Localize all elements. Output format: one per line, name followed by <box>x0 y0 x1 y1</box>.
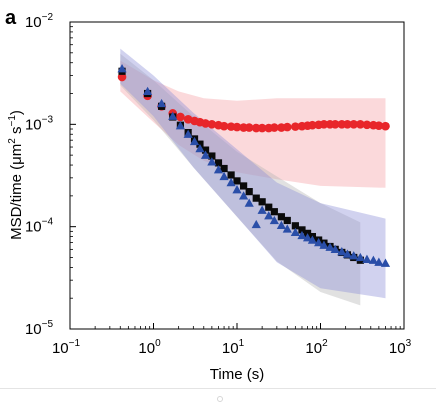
y-axis-title: MSD/time (μm2 s−1) <box>7 110 25 240</box>
circle-point <box>207 120 217 129</box>
square-point <box>227 171 235 179</box>
triangle-point <box>319 240 329 249</box>
triangle-point <box>355 252 365 262</box>
triangle-point <box>297 230 307 240</box>
square-point <box>277 213 285 221</box>
triangle-point <box>290 227 300 237</box>
triangle-point <box>314 237 324 247</box>
circle-point <box>244 123 254 132</box>
triangle-point <box>349 251 359 260</box>
triangle-point <box>168 111 178 120</box>
confidence-bands <box>120 48 386 306</box>
circle-point <box>270 123 279 132</box>
data-points <box>117 64 391 267</box>
triangle-point <box>362 254 372 263</box>
circle-point <box>356 120 365 129</box>
circle-point <box>319 120 329 129</box>
msd-chart: a 10−1 100 101 102 103 10−5 10−4 10−3 10−2 Time… <box>5 7 412 383</box>
triangle-point <box>330 244 340 254</box>
triangle-point <box>219 171 229 181</box>
square-point <box>214 159 223 167</box>
x-tick-label: 102 <box>305 338 328 357</box>
confidence-band-triangle <box>120 48 386 299</box>
triangle-point <box>307 235 318 244</box>
square-point <box>283 216 291 225</box>
circle-point <box>232 122 242 132</box>
triangle-point <box>244 198 254 207</box>
page-divider <box>0 388 436 389</box>
y-tick-label: 10−2 <box>25 12 54 31</box>
circle-point <box>362 120 372 130</box>
circle-point <box>349 120 359 129</box>
square-point <box>201 146 210 154</box>
triangle-point <box>337 247 347 256</box>
triangle-point <box>302 233 313 242</box>
y-tick-label: 10−4 <box>25 217 54 236</box>
circle-point <box>374 121 384 130</box>
triangle-point <box>156 98 167 108</box>
circle-point <box>330 120 340 129</box>
triangle-point <box>374 257 384 266</box>
y-axis: 10−5 10−4 10−3 10−2 <box>25 12 76 338</box>
triangle-point <box>251 219 261 229</box>
square-point <box>233 177 241 185</box>
x-axis: 10−1 100 101 102 103 <box>52 323 412 357</box>
confidence-band-circle <box>120 60 386 188</box>
circle-point <box>381 121 390 131</box>
triangle-point <box>276 220 286 230</box>
triangle-point <box>226 177 236 187</box>
triangle-point <box>257 205 267 214</box>
triangle-point <box>269 215 279 225</box>
square-point <box>220 164 228 173</box>
triangle-point <box>117 64 127 73</box>
x-tick-label: 101 <box>222 338 245 357</box>
triangle-point <box>368 255 378 264</box>
triangle-point <box>195 143 205 153</box>
y-tick-label: 10−5 <box>25 319 54 338</box>
panel-label: a <box>5 7 17 29</box>
square-point <box>208 152 216 160</box>
triangle-point <box>282 224 292 233</box>
x-axis-title: Time (s) <box>210 366 264 383</box>
triangle-point <box>325 242 335 251</box>
circle-point <box>282 122 292 132</box>
circle-point <box>176 112 185 122</box>
square-point <box>298 226 306 234</box>
square-point <box>240 182 248 190</box>
square-point <box>270 208 278 216</box>
triangle-point <box>175 121 186 130</box>
triangle-point <box>183 129 193 138</box>
circle-point <box>219 121 229 131</box>
circle-point <box>201 119 210 128</box>
circle-point <box>257 123 267 133</box>
triangle-point <box>342 249 353 258</box>
triangle-point <box>189 136 200 146</box>
x-tick-label: 10−1 <box>52 338 81 357</box>
square-point <box>265 203 273 211</box>
triangle-point <box>239 191 249 200</box>
triangle-point <box>200 150 211 159</box>
square-point <box>291 222 299 230</box>
square-point <box>252 194 260 202</box>
y-tick-label: 10−3 <box>25 114 54 133</box>
triangle-point <box>207 157 217 166</box>
triangle-point <box>264 211 274 220</box>
square-point <box>245 188 253 196</box>
x-tick-label: 100 <box>138 338 161 357</box>
triangle-point <box>143 86 153 96</box>
triangle-point <box>232 185 242 194</box>
page-indicator <box>217 396 223 402</box>
x-tick-label: 103 <box>389 338 412 357</box>
circle-point <box>343 120 352 129</box>
triangle-point <box>380 258 391 267</box>
triangle-point <box>213 165 224 174</box>
circle-point <box>251 123 261 133</box>
circle-point <box>291 122 300 131</box>
circle-point <box>308 120 317 130</box>
square-point <box>258 198 266 206</box>
